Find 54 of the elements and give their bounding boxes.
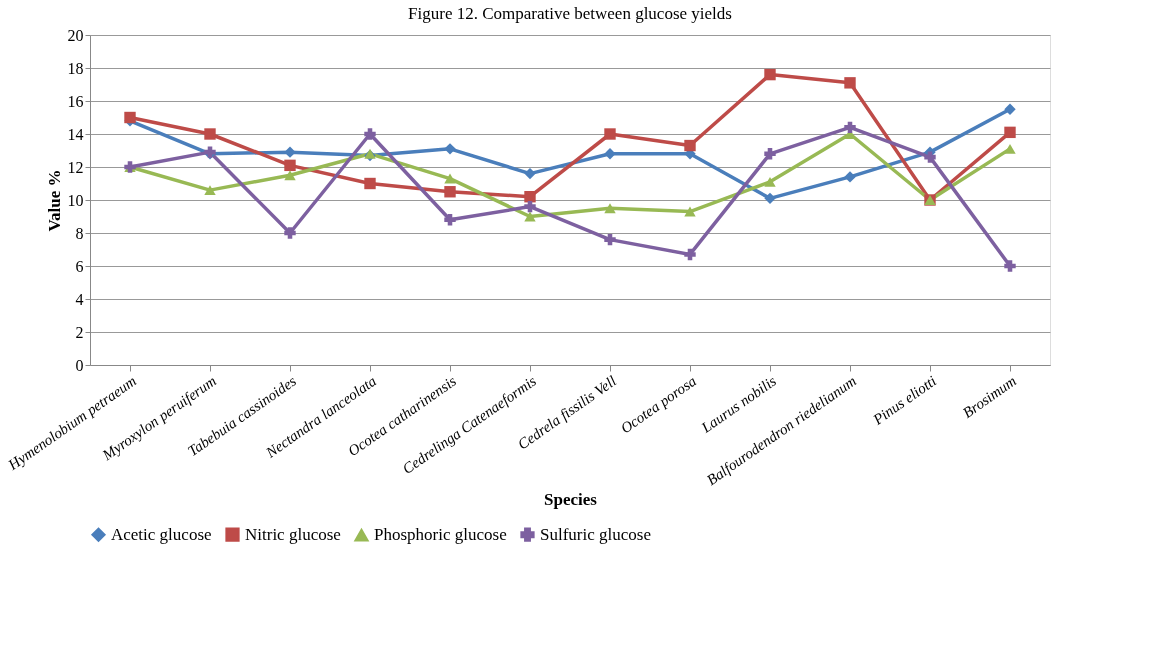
y-tick-label: 4 bbox=[75, 290, 84, 308]
y-tick-label: 16 bbox=[67, 92, 84, 110]
point bbox=[684, 139, 696, 152]
point bbox=[364, 177, 376, 190]
point bbox=[1004, 126, 1016, 139]
point bbox=[284, 170, 296, 181]
point bbox=[684, 206, 696, 217]
point bbox=[764, 176, 776, 187]
point bbox=[524, 167, 536, 180]
point bbox=[604, 233, 616, 246]
point bbox=[844, 121, 856, 134]
point bbox=[1004, 260, 1016, 272]
x-axis-title: Species bbox=[544, 490, 598, 510]
legend-label: Sulfuric glucose bbox=[540, 524, 651, 544]
point bbox=[844, 171, 856, 183]
point bbox=[604, 203, 616, 214]
legend-label: Phosphoric glucose bbox=[374, 525, 507, 545]
point bbox=[604, 128, 616, 140]
point bbox=[764, 192, 776, 205]
y-tick-label: 2 bbox=[75, 323, 84, 341]
point bbox=[604, 148, 616, 160]
point bbox=[444, 173, 456, 184]
point bbox=[284, 146, 296, 158]
y-tick-label: 20 bbox=[67, 26, 84, 44]
point bbox=[764, 148, 776, 160]
y-tick-label: 6 bbox=[75, 257, 84, 275]
point bbox=[524, 191, 536, 203]
y-tick-label: 8 bbox=[75, 224, 84, 242]
y-tick-label: 14 bbox=[67, 125, 84, 143]
point bbox=[1004, 143, 1016, 154]
point bbox=[364, 128, 376, 140]
legend-label: Nitric glucose bbox=[245, 524, 341, 544]
point bbox=[284, 227, 296, 239]
y-tick-label: 18 bbox=[67, 59, 84, 77]
point bbox=[924, 151, 936, 163]
point bbox=[844, 77, 856, 89]
point bbox=[124, 111, 136, 124]
point bbox=[1004, 103, 1016, 115]
point bbox=[204, 185, 216, 196]
point bbox=[524, 211, 536, 222]
y-tick-label: 0 bbox=[75, 356, 84, 374]
y-tick-label: 10 bbox=[67, 191, 84, 209]
point bbox=[444, 186, 456, 198]
point bbox=[284, 159, 296, 172]
point bbox=[444, 214, 456, 226]
point bbox=[764, 68, 776, 81]
point bbox=[444, 143, 456, 155]
point bbox=[204, 128, 216, 140]
point bbox=[684, 248, 696, 261]
y-axis-title: Value % bbox=[44, 169, 64, 232]
chart-title: Figure 12. Comparative between glucose yields bbox=[408, 4, 732, 23]
legend-label: Acetic glucose bbox=[111, 524, 212, 544]
point bbox=[524, 200, 536, 213]
y-tick-label: 12 bbox=[67, 158, 84, 176]
